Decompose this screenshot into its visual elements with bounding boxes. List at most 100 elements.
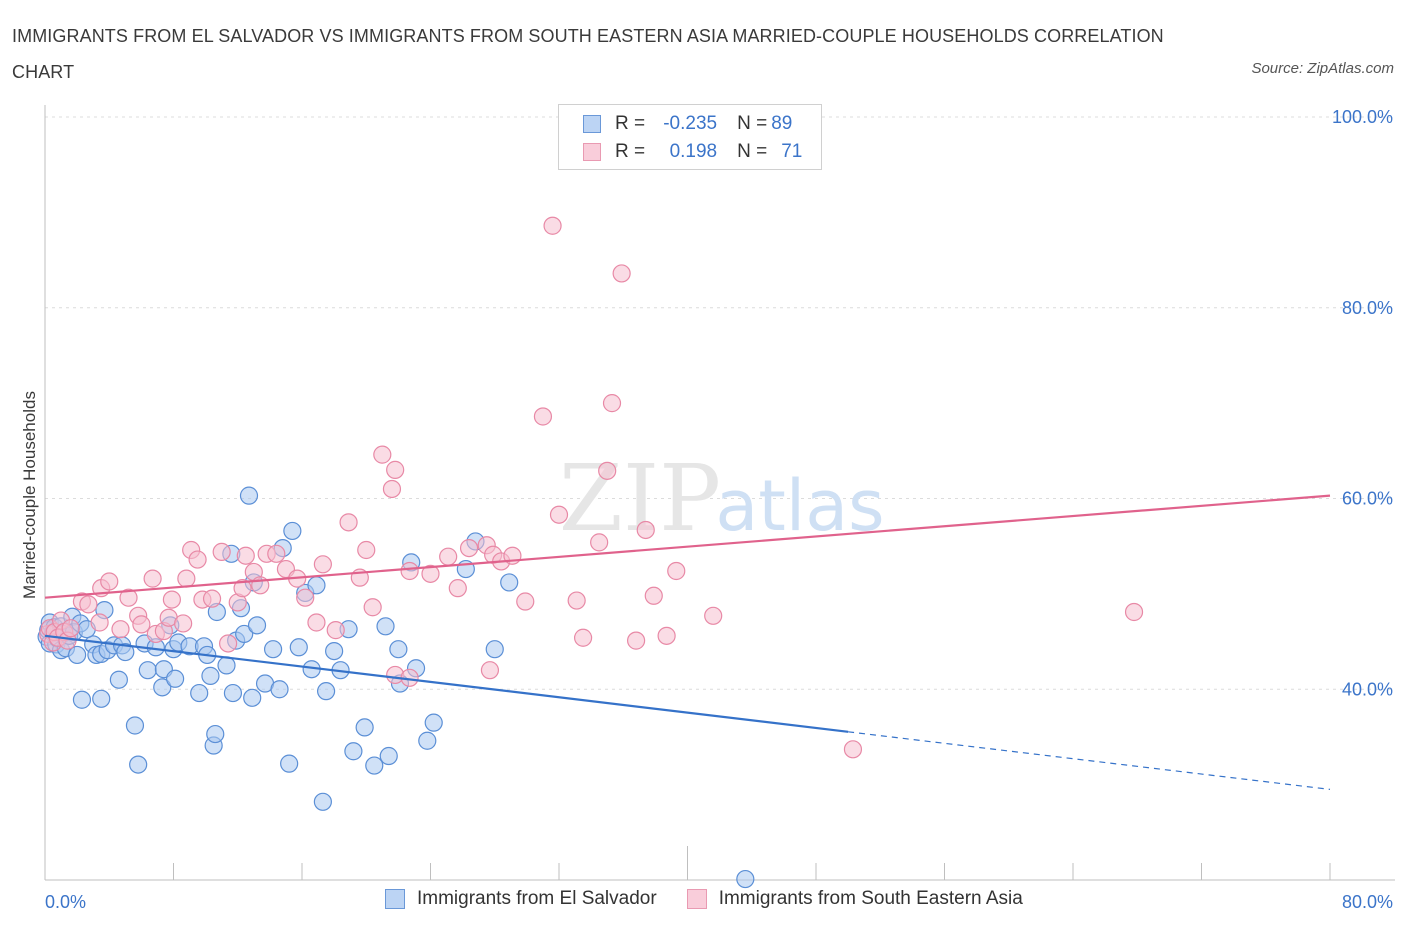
r-value: 0.198 [669,141,718,162]
data-point [365,756,384,775]
data-point [174,614,193,633]
data-point [223,683,243,703]
data-point [325,641,344,661]
n-label: N = [737,141,768,162]
stats-row-el-salvador: R = -0.235 N = 89 [583,110,792,138]
data-point [363,598,382,617]
data-point [129,755,148,774]
data-point [313,792,332,811]
watermark-atlas: atlas [715,465,884,547]
data-point [357,540,376,560]
data-point [239,486,259,505]
data-point [598,461,617,480]
data-point [143,569,162,588]
source-label: Source: ZipAtlas.com [1251,60,1394,77]
data-point [138,661,157,680]
legend-label: Immigrants from El Salvador [417,888,657,909]
data-point [202,589,222,608]
data-point [111,620,130,639]
data-point [567,591,586,610]
data-point [188,550,207,569]
axes [44,105,1395,881]
trend-line-se-asia [44,494,1331,599]
data-point [177,569,196,588]
legend-swatch-pink [583,143,601,161]
data-point [92,689,111,708]
y-tick-label: 40.0% [1342,679,1393,699]
data-point [439,547,458,566]
data-point [212,542,231,562]
data-point [233,579,252,598]
data-point [636,520,655,540]
data-point [125,716,145,735]
legend-swatch-blue [385,889,405,909]
y-tick-label: 100.0% [1332,107,1393,127]
data-point [206,724,225,744]
data-point [61,619,80,638]
data-point [657,626,676,645]
data-point [626,631,646,650]
data-point [289,638,308,657]
data-point [448,579,467,598]
data-point [516,592,535,611]
data-point [201,666,220,685]
data-point [79,595,98,614]
data-point [573,628,593,647]
data-point [644,586,663,605]
data-point [424,713,443,732]
trend-lines [44,494,1331,790]
x-tick-label: 80.0% [1342,892,1393,912]
data-point [162,590,181,609]
data-point [153,678,172,697]
data-point [704,606,723,625]
legend-item-el-salvador[interactable]: Immigrants from El Salvador [385,888,657,910]
data-point [355,718,374,737]
stats-legend: R = -0.235 N = 89 R = 0.198 N = 71 [558,104,822,170]
data-point [418,731,437,750]
data-point [480,661,500,680]
data-point [421,564,440,583]
data-point [267,544,286,563]
data-point [533,407,553,426]
data-point [166,669,185,688]
data-point [270,680,289,699]
n-value: 71 [781,141,803,162]
chart-title: IMMIGRANTS FROM EL SALVADOR VS IMMIGRANT… [12,26,1164,82]
data-point [119,588,138,607]
y-tick-label: 80.0% [1342,298,1393,318]
data-point [379,746,398,766]
data-point [376,617,395,636]
data-point [313,555,332,574]
y-tick-label: 60.0% [1342,489,1393,509]
data-point [280,754,299,773]
data-point [100,572,119,591]
data-point [116,642,135,662]
legend-item-se-asia[interactable]: Immigrants from South Eastern Asia [686,888,1023,910]
data-point [316,682,336,701]
trend-line-el-salvador [44,634,849,733]
data-point [843,740,863,759]
data-point [382,479,402,499]
data-point [326,621,345,640]
r-label: R = [615,141,646,162]
data-point [283,521,302,541]
data-point [217,656,236,675]
n-label: N = [737,113,768,134]
legend-label: Immigrants from South Eastern Asia [718,888,1023,909]
data-point [307,613,326,632]
data-point [389,640,408,659]
data-point [296,588,315,607]
data-point [459,538,479,558]
data-point [590,533,609,552]
data-point [736,869,755,889]
data-point [109,670,128,689]
data-point [190,683,209,703]
tick-labels: 100.0% 80.0% 60.0% 40.0% 0.0% 80.0% [45,107,1393,912]
data-point [373,445,392,464]
data-point [667,561,686,581]
data-point [400,561,419,581]
legend-swatch-pink [686,889,707,909]
r-label: R = [615,113,646,134]
data-point [485,640,504,659]
